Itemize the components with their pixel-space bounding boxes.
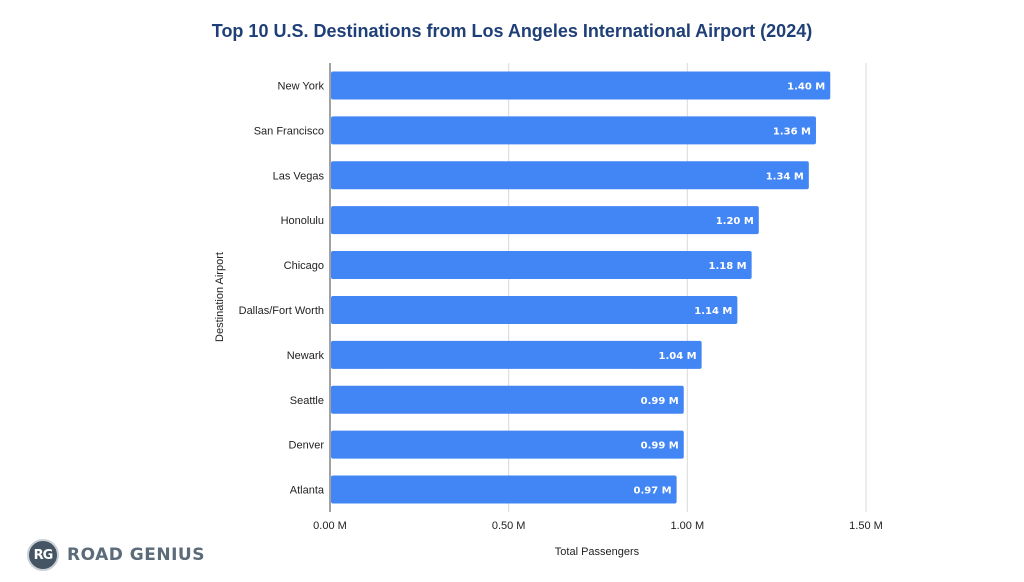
category-label: Denver [289, 440, 325, 452]
bar [331, 206, 759, 235]
x-tick-label: 0.50 M [492, 520, 526, 532]
category-labels: New York San Francisco Las Vegas Honolulu Ch… [239, 80, 325, 496]
bar [331, 295, 738, 324]
category-label: Las Vegas [273, 170, 325, 182]
bar-value-label: 0.97 M [634, 486, 672, 497]
bars: 1.40 M 1.36 M 1.34 M 1.20 M 1.18 M 1.14 M 1.04… [331, 71, 831, 504]
category-label: Atlanta [290, 485, 325, 497]
bar-value-label: 1.14 M [694, 306, 732, 317]
chart-title: Top 10 U.S. Destinations from Los Angele… [211, 21, 813, 41]
bar [331, 385, 684, 414]
bar [331, 340, 702, 369]
bar [331, 116, 816, 145]
x-tick-label: 1.50 M [849, 520, 883, 532]
logo-initials: RG [33, 547, 54, 563]
category-label: Honolulu [281, 215, 324, 227]
bar [331, 475, 677, 504]
logo-badge-icon: RG [27, 539, 59, 571]
x-tick-label: 1.00 M [671, 520, 705, 532]
bar-value-label: 1.40 M [787, 81, 825, 92]
category-label: Newark [287, 350, 325, 362]
bar [331, 251, 752, 280]
bar-value-label: 1.04 M [659, 351, 697, 362]
category-label: San Francisco [254, 125, 324, 137]
bar [331, 71, 831, 100]
category-label: Dallas/Fort Worth [239, 305, 324, 317]
road-genius-logo: RG ROAD GENIUS [27, 538, 205, 572]
y-axis-title: Destination Airport [214, 252, 226, 342]
bar [331, 430, 684, 459]
logo-text: ROAD GENIUS [67, 545, 205, 565]
x-tick-labels: 0.00 M 0.50 M 1.00 M 1.50 M [313, 520, 883, 532]
bar-value-label: 1.20 M [716, 216, 754, 227]
bar-value-label: 0.99 M [641, 441, 679, 452]
x-axis-title: Total Passengers [555, 546, 640, 558]
category-label: New York [278, 80, 325, 92]
bar [331, 161, 809, 190]
category-label: Chicago [284, 260, 324, 272]
x-tick-label: 0.00 M [313, 520, 347, 532]
bar-value-label: 1.36 M [773, 126, 811, 137]
bar-value-label: 0.99 M [641, 396, 679, 407]
bar-value-label: 1.34 M [766, 171, 804, 182]
category-label: Seattle [290, 395, 324, 407]
bar-value-label: 1.18 M [709, 261, 747, 272]
